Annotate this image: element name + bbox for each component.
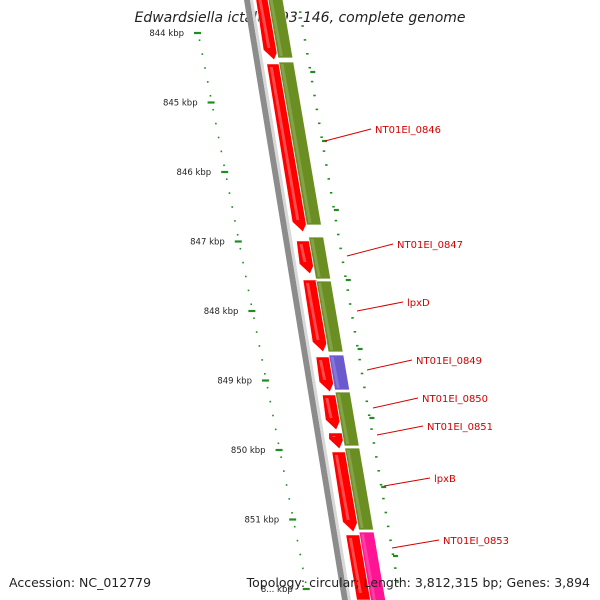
kbp-tick-label: 845 kbp	[163, 99, 198, 109]
kbp-tick-label: 8... kbp	[261, 585, 293, 595]
genome-title: Edwardsiella ictaluri 93-146, complete g…	[134, 10, 465, 26]
reverse-gene-block	[358, 531, 387, 600]
gene-label-connector	[383, 477, 431, 487]
genome-summary-text: Topology: circular; Length: 3,812,315 bp…	[246, 575, 590, 590]
kbp-ruler: 844 kbp 845 kbp 846 kbp 847 kbp 848 kbp 849 k…	[149, 29, 310, 595]
gene-label-connector	[376, 425, 424, 436]
gene-label[interactable]: NT01EI_0853	[443, 536, 509, 547]
reverse-gene-block	[308, 236, 332, 280]
forward-gene-arrow	[328, 432, 345, 450]
gene-label-connector	[372, 397, 419, 409]
reverse-gene-block	[315, 280, 344, 353]
dotted-ruler	[198, 11, 399, 584]
kbp-tick-label: 846 kbp	[177, 168, 212, 178]
gene-labels: NT01EI_0846 NT01EI_0847 lpxD NT01EI_0849 NT0…	[324, 125, 509, 549]
gene-label-connector	[356, 301, 404, 312]
reverse-gene-block	[334, 391, 360, 447]
accession-text: Accession: NC_012779	[9, 575, 151, 590]
kbp-tick-label: 851 kbp	[245, 516, 280, 526]
gene-label[interactable]: NT01EI_0846	[375, 125, 441, 136]
gene-label[interactable]: NT01EI_0851	[427, 422, 493, 433]
reverse-gene-block	[278, 61, 322, 226]
gene-label[interactable]: NT01EI_0847	[397, 240, 463, 251]
backbone-line	[244, 0, 348, 600]
gene-label-connector	[346, 243, 394, 257]
reverse-gene-block	[267, 0, 294, 59]
kbp-tick-label: 844 kbp	[149, 29, 184, 39]
kbp-tick-label: 847 kbp	[190, 238, 225, 248]
kbp-tick-label: 848 kbp	[204, 307, 239, 317]
reverse-gene-block	[328, 354, 351, 391]
kbp-tick-label: 849 kbp	[217, 377, 252, 387]
gene-label-connector	[366, 359, 413, 371]
gene-label[interactable]: lpxB	[434, 474, 456, 485]
kbp-tick-label: 850 kbp	[231, 446, 266, 456]
gene-label-connector	[391, 539, 440, 549]
gene-label-connector	[324, 128, 372, 142]
reverse-gene-block	[344, 447, 375, 531]
forward-gene-track	[255, 0, 372, 600]
reverse-gene-track	[267, 0, 387, 600]
gene-label[interactable]: NT01EI_0850	[422, 394, 488, 405]
gene-label[interactable]: NT01EI_0849	[416, 356, 482, 367]
gene-label[interactable]: lpxD	[407, 298, 430, 309]
backbone-track	[244, 0, 351, 600]
